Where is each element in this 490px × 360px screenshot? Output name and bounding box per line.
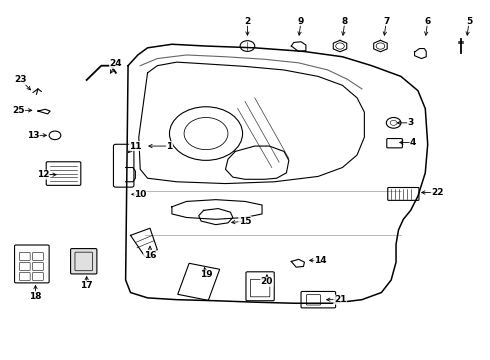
Text: 21: 21 (334, 295, 346, 304)
Text: 2: 2 (245, 17, 250, 26)
Text: 4: 4 (410, 138, 416, 147)
Text: 5: 5 (466, 17, 472, 26)
Text: 16: 16 (144, 251, 156, 260)
Text: 7: 7 (383, 17, 390, 26)
Text: 18: 18 (29, 292, 42, 301)
Text: 12: 12 (37, 170, 49, 179)
Text: 1: 1 (167, 141, 172, 150)
Text: 20: 20 (261, 277, 273, 286)
Text: 9: 9 (298, 17, 304, 26)
Text: 17: 17 (80, 281, 93, 290)
Text: 25: 25 (12, 106, 24, 115)
Text: 19: 19 (200, 270, 212, 279)
Text: 8: 8 (342, 17, 348, 26)
Text: 13: 13 (27, 131, 39, 140)
FancyBboxPatch shape (71, 249, 97, 274)
Text: 14: 14 (314, 256, 327, 265)
Text: 24: 24 (110, 59, 122, 68)
Text: 11: 11 (129, 141, 142, 150)
Text: 6: 6 (424, 17, 431, 26)
Text: 3: 3 (408, 118, 414, 127)
Text: 23: 23 (15, 76, 27, 85)
Text: 22: 22 (431, 188, 444, 197)
Text: 10: 10 (134, 190, 147, 199)
Text: 15: 15 (239, 217, 251, 226)
